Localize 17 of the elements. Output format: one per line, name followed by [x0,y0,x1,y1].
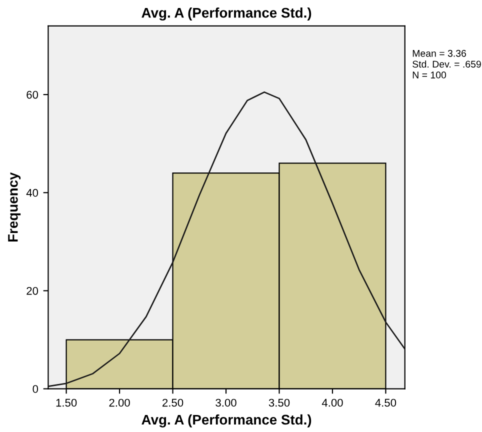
y-tick-label: 20 [26,286,38,295]
x-tick-label: 2.50 [162,398,184,407]
y-axis-title: Frequency [8,172,21,242]
y-tick-label: 0 [32,385,38,393]
x-tick-label: 4.00 [322,398,343,407]
x-tick-label: 3.50 [268,398,290,407]
chart-title: Avg. A (Performance Std.) [142,8,312,21]
x-tick-label: 3.00 [216,398,236,407]
y-tick-label: 60 [26,90,38,99]
y-tick-label: 40 [26,188,38,197]
text: Mean = 3.36 [412,50,466,57]
x-tick-label: 1.50 [56,398,77,407]
x-tick-label: 2.00 [109,398,130,407]
text: Std. Dev. = .659 [412,60,481,68]
text: N = 100 [412,72,446,78]
x-axis-title: Avg. A (Performance Std.) [142,414,312,428]
x-tick-label: 4.50 [375,398,396,407]
